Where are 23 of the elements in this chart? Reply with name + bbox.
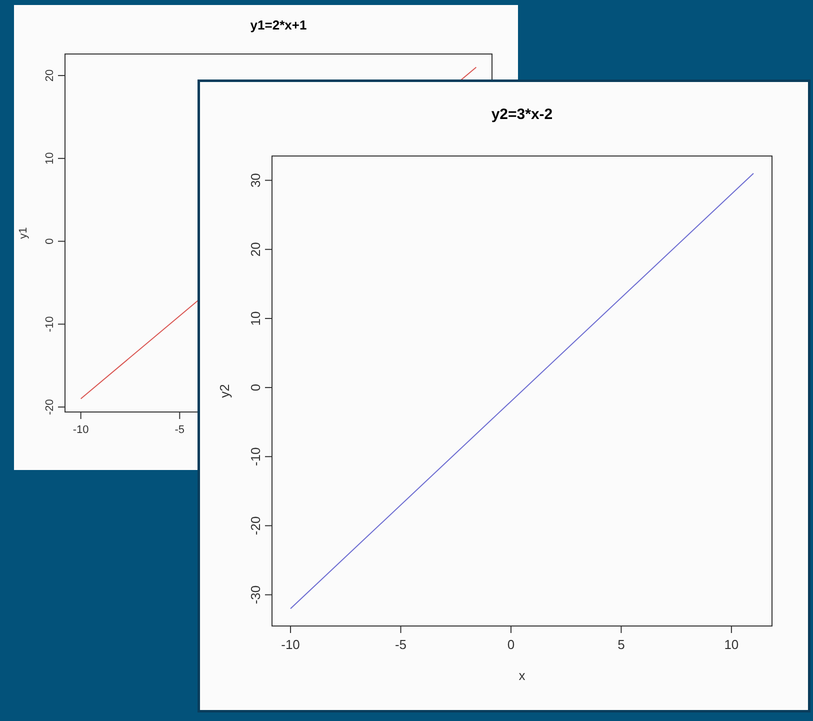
y-tick-label: -20 (248, 516, 263, 536)
y-tick-label: 20 (248, 242, 263, 257)
y-tick-label: 10 (44, 152, 56, 165)
y-tick-label: -10 (248, 447, 263, 466)
x-tick-label: 5 (618, 637, 625, 652)
y-tick-label: 0 (44, 238, 56, 244)
y-tick-label: 0 (248, 384, 263, 392)
y-tick-label: -10 (44, 316, 56, 332)
x-tick-label: -5 (394, 637, 407, 652)
y-axis-title: y1 (18, 227, 30, 239)
x-tick-label: 10 (724, 637, 739, 652)
y-axis-title: y2 (216, 384, 232, 398)
y-tick-label: 20 (44, 69, 56, 82)
y-tick-label: -30 (248, 585, 263, 604)
x-tick-label: -5 (174, 424, 185, 436)
chart-title: y1=2*x+1 (250, 18, 307, 32)
x-axis-title: x (518, 668, 526, 684)
y-tick-label: 10 (248, 311, 263, 326)
y-tick-label: 30 (248, 173, 263, 188)
y-tick-label: -20 (44, 399, 56, 415)
x-tick-label: 0 (507, 637, 515, 652)
x-tick-label: -10 (281, 637, 300, 652)
chart-title: y2=3*x-2 (491, 106, 553, 123)
